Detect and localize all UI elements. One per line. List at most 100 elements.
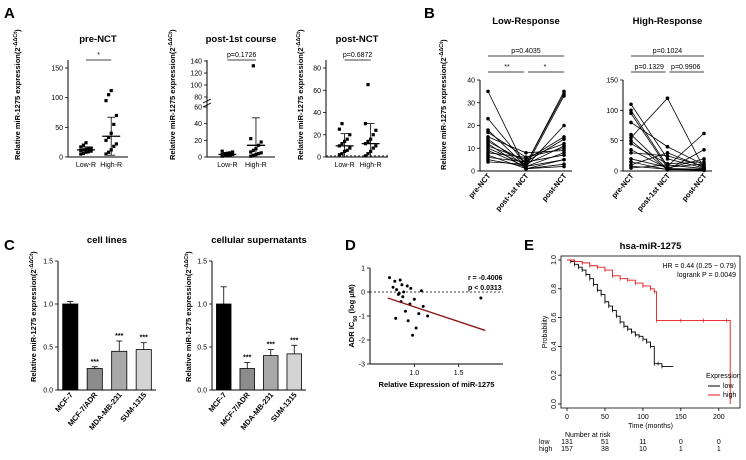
y-tick-label: 60 (313, 88, 321, 95)
data-point (366, 139, 370, 144)
data-point (401, 295, 405, 299)
data-point (665, 157, 670, 161)
y-axis-label: Probability (542, 315, 549, 348)
data-point (400, 283, 404, 287)
axis-break-mark (202, 98, 212, 104)
data-point (114, 142, 118, 146)
data-point (107, 150, 111, 154)
panel-b-ylabel: Relative miR-1275 expression(2-ΔΔCt) (439, 39, 448, 170)
data-point (89, 149, 93, 153)
data-point (337, 127, 341, 131)
data-point (419, 289, 423, 293)
y-tick-label: 0.0 (551, 399, 558, 409)
significance-label: * (97, 52, 100, 59)
y-tick-label: 0.4 (551, 341, 558, 351)
data-point (426, 314, 430, 318)
data-point (524, 151, 528, 155)
x-tick-label: High-R (100, 162, 122, 169)
data-point (220, 154, 224, 158)
y-axis-label-main: ADR IC (347, 321, 356, 347)
bracket-label: ** (504, 64, 510, 71)
bar (216, 303, 232, 391)
data-point (259, 140, 263, 144)
x-tick-label: post-1st NCT (635, 171, 672, 213)
data-point (371, 133, 375, 137)
data-point (479, 296, 483, 300)
data-point (388, 276, 392, 280)
data-point (562, 137, 566, 141)
x-tick-label: Low-R (76, 162, 96, 169)
y-tick-label: 100 (606, 108, 618, 115)
data-point (629, 108, 633, 113)
data-point (702, 166, 706, 171)
chart-c1-cell-lines: cell lines0.00.51.01.5MCF-7***MCF-7/ADR*… (43, 235, 156, 432)
x-tick-label: 1.0 (409, 370, 419, 377)
data-point (524, 162, 528, 166)
data-point (87, 150, 91, 154)
panel-a2-ylabel: Relative miR-1275 expression(2-ΔΔCt) (168, 29, 177, 160)
risk-value: 38 (601, 446, 609, 453)
data-point (402, 290, 406, 294)
y-tick-label: 0.2 (551, 370, 558, 380)
chart-c2-cellular-supernatants: cellular supernatants 0.0 0.5 1.0 1.5 MCF-7 **… (197, 235, 307, 432)
bar (286, 353, 302, 391)
data-point (348, 146, 352, 150)
km-curve-high (567, 259, 731, 404)
data-point (562, 91, 566, 96)
x-tick-label: 200 (713, 414, 725, 421)
data-point (394, 316, 398, 320)
y-tick-label: 60 (194, 105, 202, 112)
risk-value: 0 (679, 439, 683, 446)
x-tick-label: MCF-7 (53, 391, 75, 414)
y-tick-label: 150 (606, 78, 618, 85)
significance-label: *** (290, 337, 298, 344)
data-point (629, 151, 633, 155)
x-tick-label: Low-R (217, 162, 237, 169)
bar (111, 350, 128, 391)
data-point (104, 152, 108, 156)
bracket-label: p=0.1024 (653, 48, 682, 55)
chart-a3-post-nct: post-NCT 0 20 40 60 80 Low-R High-R p=0.6872 (313, 34, 388, 169)
data-point (417, 312, 421, 316)
bracket-label: p=0.9906 (671, 64, 700, 71)
data-point (251, 153, 255, 157)
axis-break-mark (202, 102, 212, 108)
data-point (114, 113, 118, 118)
y-tick-label: 0.5 (197, 345, 207, 352)
data-point (337, 153, 341, 157)
data-point (81, 151, 85, 156)
bracket-label: * (544, 64, 547, 71)
data-point (405, 284, 409, 288)
chart-a2-post-1st-course: post-1st course 0 20 40 60 80 100 120 140 Low-R Hi… (190, 34, 276, 169)
y-tick-label: -1 (359, 314, 365, 321)
data-point (411, 333, 415, 337)
data-point (562, 164, 566, 169)
chart-title: post-1st course (206, 34, 277, 45)
y-tick-label: 0.8 (551, 284, 558, 294)
bracket-label: p=0.1329 (635, 64, 664, 71)
y-tick-label: 0.6 (551, 313, 558, 323)
data-point (395, 288, 399, 292)
y-tick-label: 120 (190, 71, 202, 78)
panel-label-c: C (4, 237, 15, 254)
data-point (393, 279, 397, 283)
chart-title: cellular supernatants (211, 235, 307, 246)
data-point (629, 141, 633, 146)
y-tick-label: 1.5 (197, 259, 207, 266)
y-axis-label-sub: 50 (353, 316, 359, 322)
data-point (629, 135, 633, 140)
data-point (702, 161, 706, 166)
data-point (374, 128, 378, 132)
y-tick-label: -2 (359, 338, 365, 345)
risk-value: 131 (561, 439, 573, 446)
data-point (348, 133, 352, 137)
regression-line (387, 297, 486, 332)
y-tick-label: 50 (610, 138, 618, 145)
y-tick-label: 150 (51, 66, 63, 73)
y-tick-label: 140 (190, 59, 202, 66)
data-point (665, 163, 670, 167)
data-point (665, 154, 670, 158)
panel-label-b: B (424, 5, 435, 22)
risk-table-header: Number at risk (565, 432, 611, 439)
data-point (665, 144, 670, 149)
